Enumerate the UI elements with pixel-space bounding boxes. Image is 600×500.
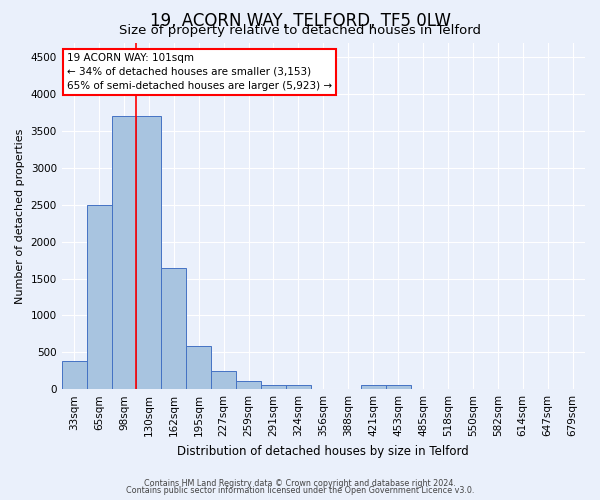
Text: 19, ACORN WAY, TELFORD, TF5 0LW: 19, ACORN WAY, TELFORD, TF5 0LW bbox=[149, 12, 451, 30]
Bar bbox=[136, 116, 161, 389]
Bar bbox=[62, 361, 86, 389]
Text: Contains HM Land Registry data © Crown copyright and database right 2024.: Contains HM Land Registry data © Crown c… bbox=[144, 478, 456, 488]
Bar bbox=[211, 372, 236, 389]
X-axis label: Distribution of detached houses by size in Telford: Distribution of detached houses by size … bbox=[178, 444, 469, 458]
Bar bbox=[86, 205, 112, 389]
Text: Size of property relative to detached houses in Telford: Size of property relative to detached ho… bbox=[119, 24, 481, 37]
Bar bbox=[286, 386, 311, 389]
Text: Contains public sector information licensed under the Open Government Licence v3: Contains public sector information licen… bbox=[126, 486, 474, 495]
Bar bbox=[236, 381, 261, 389]
Bar bbox=[261, 385, 286, 389]
Bar bbox=[361, 385, 386, 389]
Y-axis label: Number of detached properties: Number of detached properties bbox=[15, 128, 25, 304]
Text: 19 ACORN WAY: 101sqm
← 34% of detached houses are smaller (3,153)
65% of semi-de: 19 ACORN WAY: 101sqm ← 34% of detached h… bbox=[67, 53, 332, 91]
Bar bbox=[161, 268, 186, 389]
Bar bbox=[186, 346, 211, 389]
Bar bbox=[386, 386, 410, 389]
Bar bbox=[112, 116, 136, 389]
